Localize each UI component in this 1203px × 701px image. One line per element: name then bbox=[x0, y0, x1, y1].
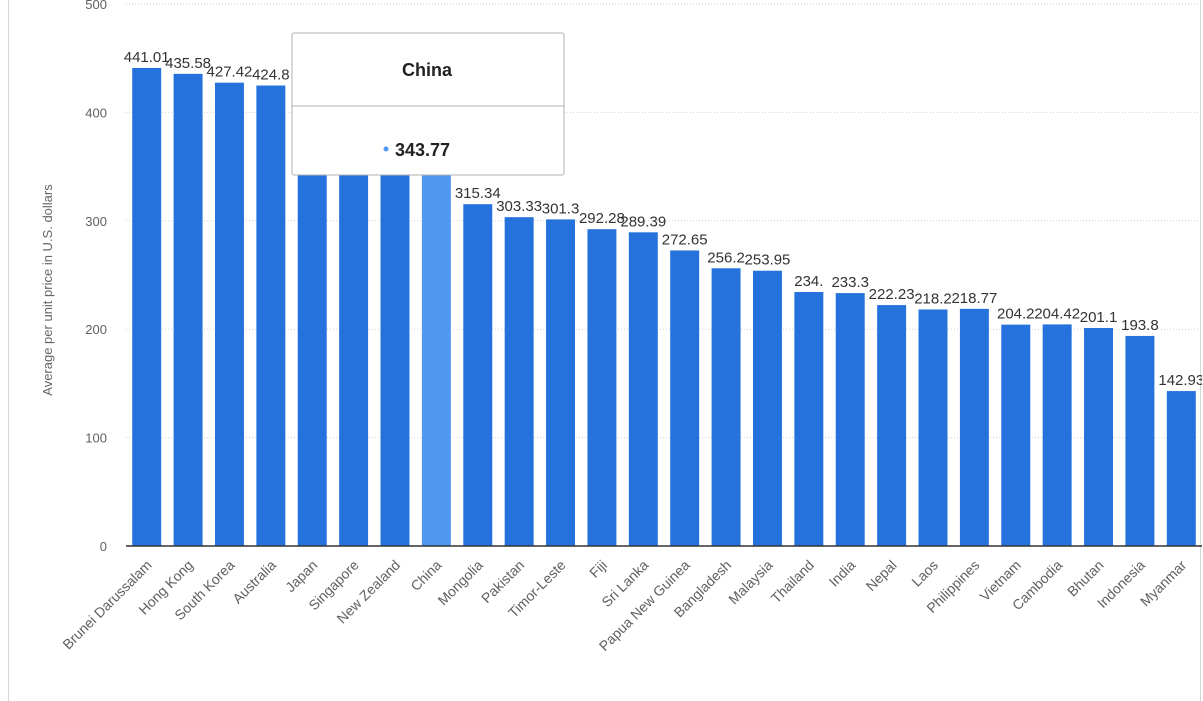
bars bbox=[132, 67, 1196, 547]
data-label: 218.77 bbox=[951, 290, 997, 307]
data-label: 234. bbox=[794, 273, 823, 290]
x-tick-label: Nepal bbox=[863, 557, 900, 594]
y-tick-label: 100 bbox=[85, 431, 107, 446]
data-label: 301.3 bbox=[542, 200, 580, 217]
y-tick-label: 200 bbox=[85, 322, 107, 337]
data-label: 289.39 bbox=[620, 213, 666, 230]
bar[interactable] bbox=[918, 309, 948, 546]
bar[interactable] bbox=[546, 219, 576, 546]
data-label: 424.8 bbox=[252, 67, 290, 84]
x-tick-label: Thailand bbox=[768, 557, 817, 606]
data-label: 253.95 bbox=[745, 252, 791, 269]
bar[interactable] bbox=[877, 305, 907, 546]
data-label: 256.2 bbox=[707, 249, 745, 266]
bar[interactable] bbox=[173, 73, 203, 546]
bar[interactable] bbox=[670, 250, 700, 547]
data-label: 427.42 bbox=[207, 64, 253, 81]
data-label: 222.23 bbox=[869, 286, 915, 303]
bar[interactable] bbox=[339, 173, 369, 546]
data-label: 201.1 bbox=[1080, 309, 1118, 326]
tooltip-title: China bbox=[402, 60, 453, 80]
x-tick-label: Laos bbox=[908, 557, 941, 590]
data-label: 292.28 bbox=[579, 210, 625, 227]
bar[interactable] bbox=[1084, 328, 1114, 546]
x-tick-label: Australia bbox=[229, 557, 279, 607]
data-label: 204.2 bbox=[997, 306, 1035, 323]
bar[interactable] bbox=[1125, 335, 1155, 546]
x-tick-label: Mongolia bbox=[434, 557, 486, 609]
bar[interactable] bbox=[587, 229, 617, 546]
bar[interactable] bbox=[835, 293, 865, 546]
gridlines bbox=[126, 3, 1202, 439]
tooltip-series-dot bbox=[383, 146, 389, 152]
data-label: 272.65 bbox=[662, 231, 708, 248]
data-labels: 441.01435.58427.42424.84315.34303.33301.… bbox=[124, 49, 1202, 389]
bar[interactable] bbox=[380, 173, 410, 546]
bar[interactable] bbox=[463, 204, 493, 546]
x-tick-label: China bbox=[407, 557, 444, 594]
y-axis-ticks: 0 100 200 300 400 500 bbox=[85, 0, 107, 554]
tooltip: China 343.77 bbox=[291, 32, 565, 176]
bar[interactable] bbox=[628, 232, 658, 546]
bar[interactable] bbox=[297, 173, 327, 546]
y-tick-label: 500 bbox=[85, 0, 107, 12]
data-label: 441.01 bbox=[124, 49, 170, 66]
x-tick-label: India bbox=[826, 557, 859, 590]
data-label: 435.58 bbox=[165, 55, 211, 72]
data-label: 315.34 bbox=[455, 185, 501, 202]
y-tick-label: 400 bbox=[85, 105, 107, 120]
data-label: 142.93 bbox=[1158, 372, 1202, 389]
bar-chart: 0 100 200 300 400 500 Average per unit price … bbox=[40, 0, 1202, 654]
bar[interactable] bbox=[256, 85, 286, 547]
data-label: 204.42 bbox=[1034, 305, 1080, 322]
y-tick-label: 0 bbox=[100, 539, 107, 554]
x-tick-label: Fiji bbox=[586, 557, 610, 581]
bar[interactable] bbox=[1042, 324, 1072, 546]
data-label: 193.8 bbox=[1121, 317, 1159, 334]
y-axis-label: Average per unit price in U.S. dollars bbox=[40, 184, 55, 396]
tooltip-value: 343.77 bbox=[395, 140, 450, 160]
x-tick-label: Malaysia bbox=[725, 557, 776, 608]
x-tick-label: Myanmar bbox=[1137, 557, 1190, 610]
bar[interactable] bbox=[1001, 324, 1031, 546]
data-label: 218.2 bbox=[914, 290, 952, 307]
bar[interactable] bbox=[214, 82, 244, 546]
bar[interactable] bbox=[504, 217, 534, 546]
data-label: 303.33 bbox=[496, 198, 542, 215]
bar[interactable] bbox=[711, 268, 741, 546]
tooltip-box bbox=[291, 32, 565, 176]
bar[interactable] bbox=[421, 173, 451, 546]
chart-frame: 0 100 200 300 400 500 Average per unit price … bbox=[8, 0, 1202, 701]
bar[interactable] bbox=[959, 308, 989, 546]
bar[interactable] bbox=[132, 67, 162, 546]
y-tick-label: 300 bbox=[85, 214, 107, 229]
bar[interactable] bbox=[794, 292, 824, 546]
bar[interactable] bbox=[1166, 391, 1196, 546]
data-label: 233.3 bbox=[831, 274, 869, 291]
x-tick-label: Japan bbox=[282, 557, 320, 595]
bar[interactable] bbox=[752, 270, 782, 546]
